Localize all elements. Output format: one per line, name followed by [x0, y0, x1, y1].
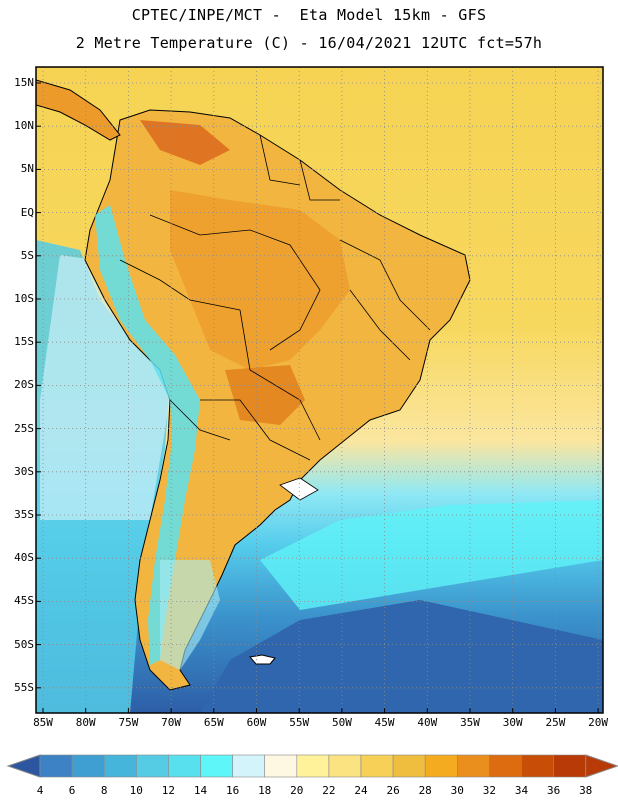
colorbar-label: 14: [193, 784, 208, 797]
latitude-label: 10S: [14, 292, 34, 305]
longitude-label: 85W: [33, 716, 53, 729]
latitude-label: 25S: [14, 421, 34, 435]
colorbar-swatch: [296, 754, 330, 778]
colorbar-label: 8: [100, 784, 108, 797]
colorbar-swatch: [424, 754, 458, 778]
graticule: [36, 67, 603, 713]
longitude-label: 80W: [75, 716, 96, 729]
map-frame: [35, 66, 604, 714]
colorbar-max-arrow: [585, 754, 618, 778]
map-subtitle: 2 Metre Temperature (C) - 16/04/2021 12U…: [75, 34, 543, 52]
latitude-label: 40S: [14, 551, 34, 565]
colorbar-label: 18: [258, 784, 272, 797]
latitude-label: 35S: [14, 508, 34, 521]
colorbar-swatch: [232, 754, 266, 778]
colorbar-swatch: [328, 754, 362, 778]
longitude-label: 75W: [118, 716, 139, 729]
colorbar-label: 36: [546, 784, 561, 797]
colorbar-label: 6: [68, 784, 76, 797]
colorbar-label: 32: [482, 784, 497, 797]
latitude-label: 15N: [14, 76, 34, 89]
colorbar-swatch: [456, 754, 490, 778]
falkland-islands: [249, 654, 276, 665]
latitude-label: 45S: [14, 594, 34, 608]
colorbar-label: 10: [129, 784, 143, 797]
latitude-label: 50S: [14, 637, 34, 651]
map-title: CPTEC/INPE/MCT - Eta Model 15km - GFS: [131, 6, 487, 24]
latitude-label: 55S: [14, 680, 34, 694]
central-america-land: [36, 79, 121, 141]
country-borders: [119, 134, 431, 461]
colorbar-label: 12: [161, 784, 176, 797]
colorbar-label: 34: [514, 784, 529, 797]
colorbar-swatch: [392, 754, 426, 778]
latitude-label: 5S: [20, 248, 34, 262]
axis-ticks: [36, 82, 599, 713]
colorbar-swatch: [168, 754, 201, 778]
pacific-coastal-cyan: [40, 255, 170, 520]
latitude-label: 15S: [14, 335, 34, 349]
colorbar-swatch: [136, 754, 169, 778]
longitude-label: 30W: [502, 716, 523, 729]
longitude-label: 45W: [374, 716, 395, 729]
colorbar-label: 20: [290, 784, 304, 797]
amazon-hot-zone: [170, 190, 350, 370]
andes-cold-strip: [95, 205, 200, 665]
colorbar-swatch: [553, 754, 586, 778]
longitude-label: 40W: [417, 716, 438, 729]
colorbar-label: 4: [36, 784, 44, 797]
colorbar-swatch: [200, 754, 233, 778]
rio-plata-cool: [279, 477, 319, 501]
longitude-label: 60W: [246, 716, 267, 729]
south-atlantic-cyan: [260, 500, 603, 610]
colorbar-swatch: [103, 754, 137, 778]
longitude-label: 65W: [203, 716, 224, 729]
colorbar-label: 16: [225, 784, 240, 797]
longitude-label: 55W: [289, 716, 310, 729]
latitude-label: EQ: [20, 205, 34, 219]
latitude-label: 5N: [20, 162, 34, 176]
colorbar-swatch: [360, 754, 394, 778]
colorbar-label: 22: [322, 784, 336, 797]
longitude-label: 20W: [588, 716, 609, 729]
colorbar-swatch: [264, 754, 298, 778]
chaco-hot-zone: [225, 365, 305, 425]
longitude-label: 50W: [331, 716, 352, 729]
colorbar: [6, 754, 618, 778]
colorbar-min-arrow: [6, 754, 41, 778]
venezuela-hot-zone: [140, 120, 230, 165]
south-atlantic-cold: [200, 600, 603, 713]
latitude-label: 20S: [14, 378, 34, 392]
colorbar-label: 28: [418, 784, 432, 797]
latitude-label: 30S: [14, 464, 34, 478]
colorbar-swatch: [521, 754, 554, 778]
patagonia-cool: [160, 560, 220, 670]
longitude-label: 35W: [460, 716, 480, 729]
colorbar-swatch: [39, 754, 73, 778]
colorbar-label: 26: [386, 784, 400, 797]
colorbar-label: 24: [354, 784, 368, 797]
colorbar-label: 30: [450, 784, 464, 797]
colorbar-swatch: [489, 754, 522, 778]
latitude-label: 10N: [14, 119, 34, 133]
longitude-label: 70W: [161, 716, 182, 729]
colorbar-swatch: [71, 754, 105, 778]
longitude-label: 25W: [545, 716, 566, 729]
colorbar-label: 38: [579, 784, 593, 797]
